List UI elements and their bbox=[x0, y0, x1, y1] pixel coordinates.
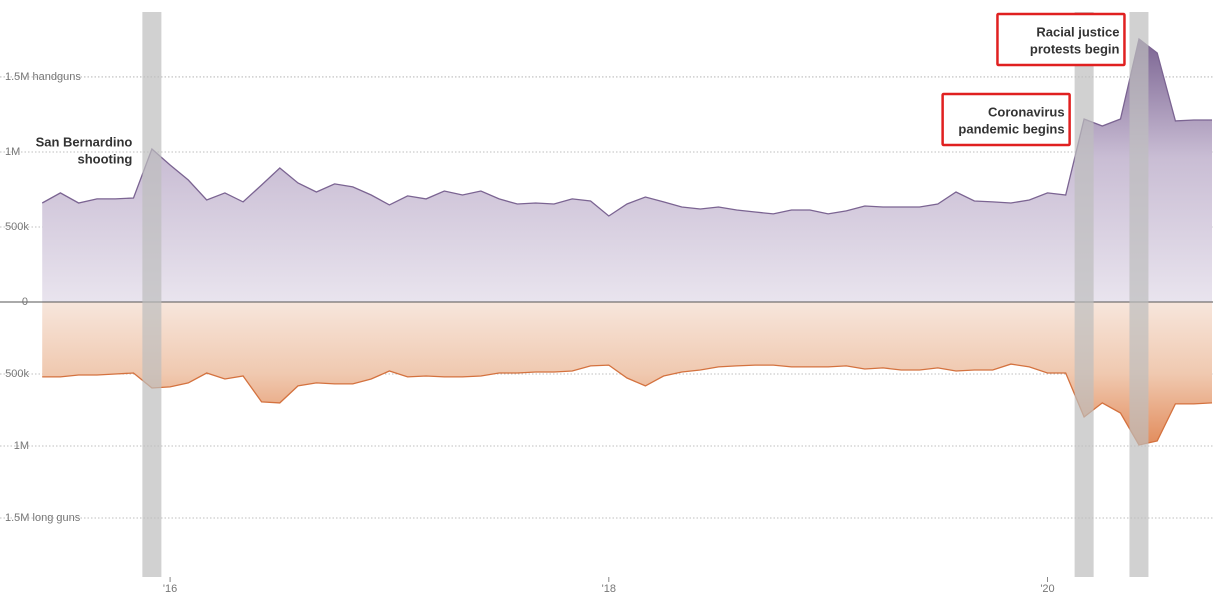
x-tick-label: '16 bbox=[163, 583, 177, 595]
areas bbox=[0, 37, 1213, 446]
y2-tick-label: 500k bbox=[5, 368, 29, 380]
annotation-box bbox=[996, 12, 1126, 67]
annotation-text: pandemic begins bbox=[958, 121, 1064, 136]
bands bbox=[142, 12, 1149, 577]
annotation-text: Coronavirus bbox=[988, 104, 1065, 119]
labels: 0 500k 1M 1.5M handguns 500k 1M 1.5M long guns… bbox=[5, 12, 1126, 595]
y-tick-label: 500k bbox=[5, 221, 29, 233]
area bbox=[42, 302, 1213, 445]
area bbox=[42, 39, 1213, 302]
annotation-text: protests begin bbox=[1030, 41, 1120, 56]
y-tick-label: 1.5M handguns bbox=[5, 71, 81, 83]
y-tick-label: 0 bbox=[22, 296, 28, 308]
y2-tick-label: 1.5M long guns bbox=[5, 512, 81, 524]
line bbox=[41, 37, 1212, 217]
event-band bbox=[142, 12, 162, 577]
x-tick-label: '20 bbox=[1040, 583, 1054, 595]
annotation-text: shooting bbox=[77, 151, 132, 166]
annotation-text: Racial justice bbox=[1036, 24, 1119, 39]
event-band bbox=[1129, 12, 1149, 577]
annotation-box bbox=[941, 92, 1071, 147]
event-band bbox=[1074, 12, 1094, 577]
x-tick-label: '18 bbox=[602, 583, 616, 595]
y2-tick-label: 1M bbox=[14, 440, 29, 452]
annotation-text: San Bernardino bbox=[36, 134, 133, 149]
y-tick-label: 1M bbox=[5, 146, 20, 158]
line bbox=[42, 363, 1213, 446]
